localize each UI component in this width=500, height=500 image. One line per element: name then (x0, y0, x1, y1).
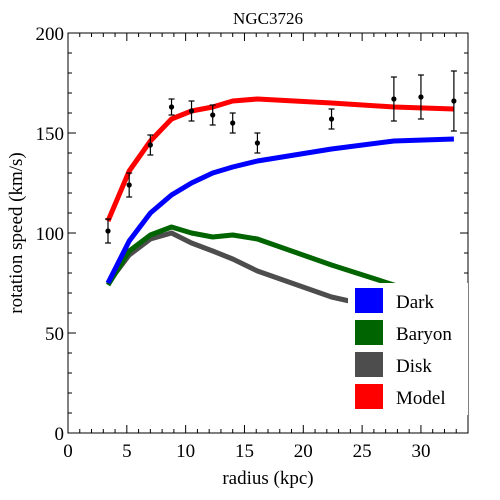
legend: Dark Baryon Disk Model (348, 283, 468, 415)
observed-point (105, 218, 111, 244)
legend-label-dark: Dark (396, 292, 434, 313)
series-line-baryon (105, 224, 455, 302)
observed-point (328, 108, 335, 130)
x-tick-label: 0 (63, 441, 73, 462)
data-point-marker (418, 94, 424, 100)
y-tick-label: 0 (55, 424, 65, 445)
legend-swatch-baryon (355, 320, 383, 345)
data-point-marker (230, 120, 236, 126)
axis-ticks: 0 5 10 15 20 25 30 0 50 100 150 200 (36, 24, 468, 462)
data-point-marker (254, 140, 261, 146)
y-tick-label: 100 (36, 224, 65, 245)
y-tick-label: 50 (45, 324, 64, 345)
legend-label-model: Model (396, 388, 446, 409)
x-tick-label: 5 (122, 441, 132, 462)
series-line-dark (105, 136, 454, 285)
data-point-marker (126, 182, 132, 188)
data-point-marker (147, 142, 153, 148)
x-tick-label: 15 (235, 441, 254, 462)
observed-point (188, 100, 195, 122)
observed-point (254, 132, 261, 154)
legend-swatch-model (355, 384, 383, 409)
observed-point (147, 134, 154, 156)
observed-point (126, 172, 133, 198)
legend-label-disk: Disk (396, 356, 432, 377)
data-point-marker (188, 108, 195, 114)
data-point-marker (391, 96, 397, 102)
observed-point (168, 98, 175, 116)
legend-swatch-disk (355, 352, 383, 377)
legend-swatch-dark (355, 288, 383, 313)
observed-point (417, 74, 424, 120)
data-point-marker (168, 104, 175, 110)
y-axis-label: rotation speed (km/s) (6, 152, 27, 313)
x-tick-label: 20 (294, 441, 313, 462)
x-tick-label: 10 (176, 441, 195, 462)
x-tick-label: 30 (411, 441, 430, 462)
data-point-marker (328, 116, 335, 122)
legend-label-baryon: Baryon (396, 324, 452, 345)
observed-point (390, 76, 397, 122)
x-tick-label: 25 (353, 441, 372, 462)
data-point-marker (210, 112, 216, 118)
observed-point (229, 112, 236, 134)
x-axis-label: radius (kpc) (222, 468, 313, 489)
data-points-layer (105, 70, 457, 244)
chart-title: NGC3726 (233, 9, 303, 28)
observed-point (450, 70, 457, 132)
y-tick-label: 200 (36, 24, 65, 45)
data-point-marker (451, 98, 457, 104)
y-tick-label: 150 (36, 124, 65, 145)
data-point-marker (105, 228, 111, 234)
observed-point (209, 104, 216, 126)
